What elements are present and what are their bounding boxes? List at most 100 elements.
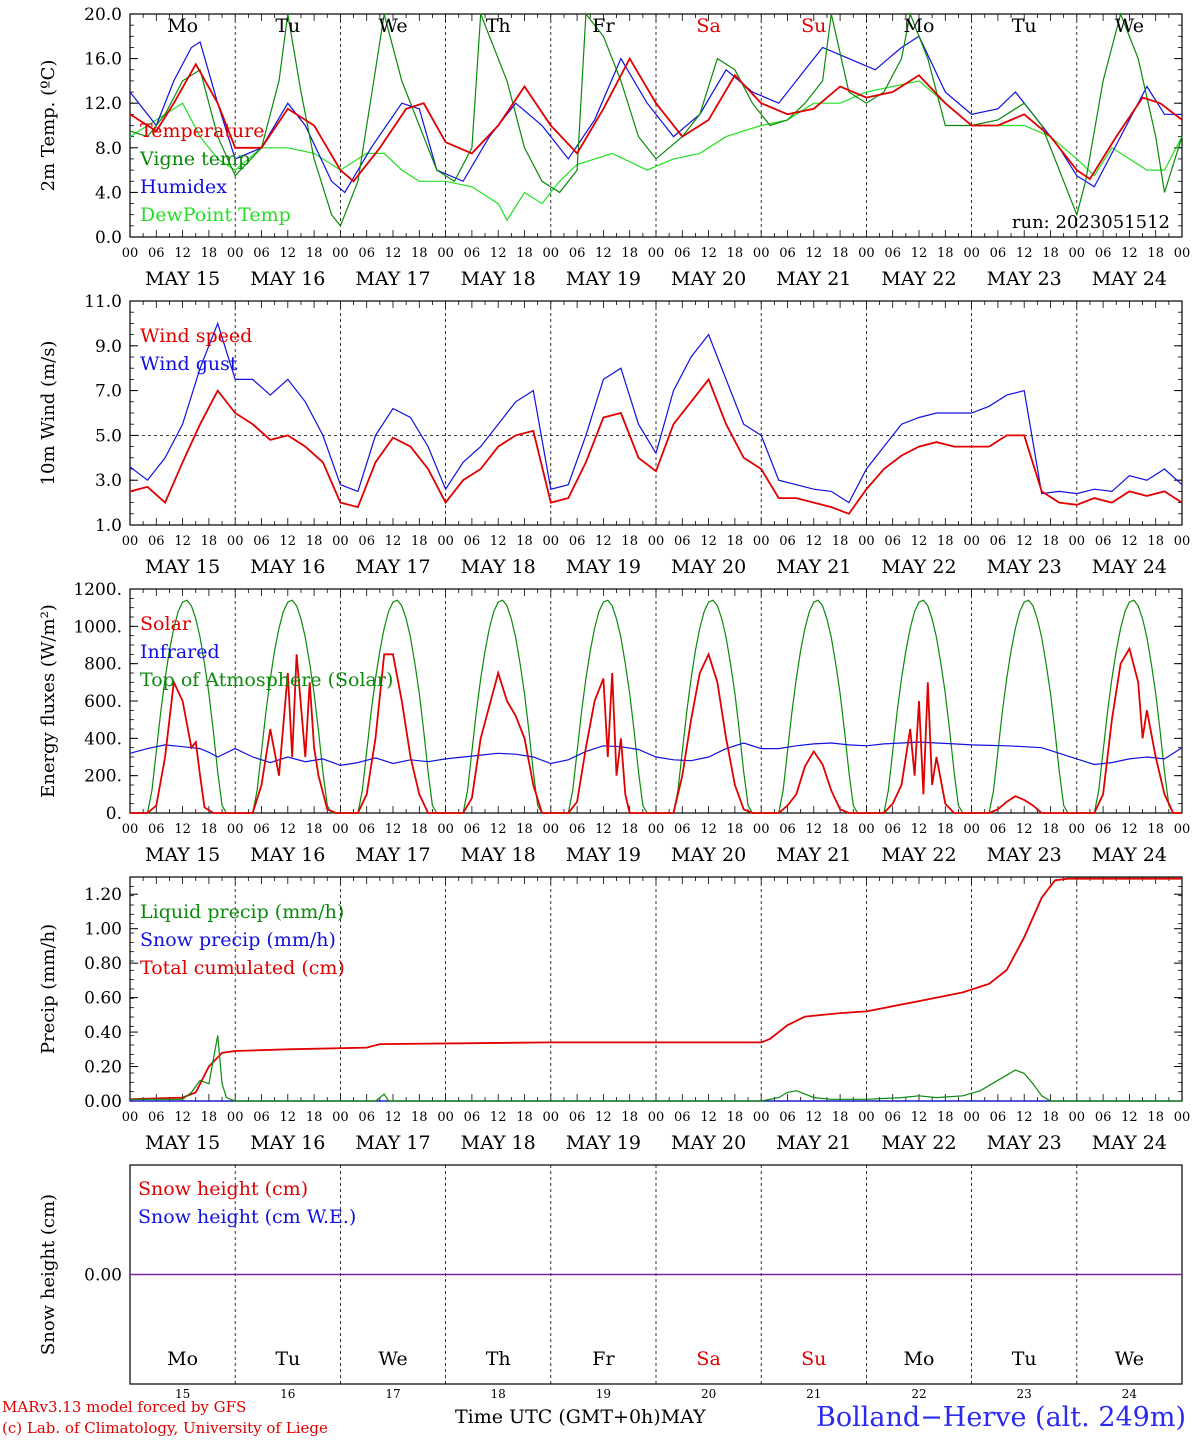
series-line-solar — [130, 646, 1182, 814]
series-line-wind-speed — [129, 377, 1183, 515]
hour-tick-label: 00 — [753, 246, 770, 261]
hour-tick-label: 18 — [1042, 246, 1059, 261]
hour-tick-label: 18 — [1147, 1110, 1164, 1125]
hour-tick-label: 18 — [1147, 534, 1164, 549]
day-abbr-top: Th — [486, 15, 511, 37]
hour-tick-label: 00 — [1174, 534, 1191, 549]
hour-tick-label: 18 — [201, 534, 218, 549]
date-label: MAY 23 — [987, 556, 1062, 578]
hour-tick-label: 18 — [621, 822, 638, 837]
legend-entry: Liquid precip (mm/h) — [140, 901, 344, 923]
series-line-total-cumulated-cm- — [129, 877, 1182, 1101]
hour-tick-label: 18 — [516, 534, 533, 549]
hour-tick-label: 12 — [490, 822, 507, 837]
hour-tick-label: 18 — [411, 822, 428, 837]
hour-tick-label: 12 — [174, 1110, 191, 1125]
hour-tick-label: 00 — [543, 534, 560, 549]
y-tick-label: 0.60 — [84, 989, 122, 1009]
y-tick-label: 1.20 — [84, 885, 122, 905]
hour-tick-label: 18 — [832, 1110, 849, 1125]
day-number: 22 — [911, 1387, 926, 1401]
day-abbr-bottom: Tu — [1012, 1348, 1037, 1370]
hour-tick-label: 18 — [937, 246, 954, 261]
hour-tick-label: 06 — [1095, 1110, 1112, 1125]
date-label: MAY 20 — [671, 268, 746, 290]
hour-tick-label: 00 — [332, 246, 349, 261]
day-number: 23 — [1017, 1387, 1032, 1401]
hour-tick-label: 00 — [753, 1110, 770, 1125]
hour-tick-label: 12 — [595, 534, 612, 549]
hour-tick-label: 18 — [516, 246, 533, 261]
date-label: MAY 18 — [461, 268, 536, 290]
date-label: MAY 21 — [776, 1132, 851, 1154]
hour-tick-label: 00 — [858, 534, 875, 549]
legend-entry: Humidex — [140, 176, 227, 198]
y-tick-label: 600. — [84, 692, 122, 712]
y-tick-label: 400. — [84, 729, 122, 749]
hour-tick-label: 00 — [753, 822, 770, 837]
y-tick-label: 200. — [84, 767, 122, 787]
hour-tick-label: 12 — [280, 1110, 297, 1125]
day-abbr-bottom: Sa — [696, 1348, 720, 1370]
day-abbr-bottom: Mo — [167, 1348, 198, 1370]
hour-tick-label: 12 — [174, 534, 191, 549]
date-label: MAY 16 — [250, 268, 325, 290]
y-tick-label: 0.0 — [95, 228, 122, 248]
hour-tick-label: 18 — [1042, 534, 1059, 549]
hour-tick-label: 00 — [332, 822, 349, 837]
date-label: MAY 22 — [881, 844, 956, 866]
hour-tick-label: 18 — [1042, 1110, 1059, 1125]
panel-5 — [129, 1164, 1183, 1385]
hour-tick-label: 12 — [806, 822, 823, 837]
date-label: MAY 24 — [1092, 268, 1167, 290]
hour-tick-label: 18 — [1147, 822, 1164, 837]
hour-tick-label: 12 — [385, 534, 402, 549]
hour-tick-label: 18 — [306, 534, 323, 549]
date-label: MAY 20 — [671, 556, 746, 578]
date-label: MAY 20 — [671, 844, 746, 866]
date-label: MAY 17 — [355, 268, 430, 290]
hour-tick-label: 00 — [1174, 246, 1191, 261]
legend-entry: DewPoint Temp — [140, 204, 291, 226]
hour-tick-label: 06 — [674, 534, 691, 549]
date-label: MAY 21 — [776, 268, 851, 290]
hour-tick-label: 00 — [1174, 822, 1191, 837]
hour-tick-label: 12 — [280, 246, 297, 261]
date-label: MAY 22 — [881, 1132, 956, 1154]
day-abbr-bottom: Mo — [904, 1348, 935, 1370]
hour-tick-label: 06 — [779, 534, 796, 549]
series-line-dewpoint-temp — [129, 80, 1183, 222]
legend-entry: Wind gust — [140, 353, 238, 375]
day-abbr-top: Su — [801, 15, 826, 37]
y-tick-label: 1200. — [73, 580, 122, 600]
hour-tick-label: 12 — [911, 822, 928, 837]
hour-tick-label: 00 — [648, 534, 665, 549]
time-axis-label: Time UTC (GMT+0h)MAY — [455, 1406, 706, 1428]
hour-tick-label: 06 — [1095, 822, 1112, 837]
hour-tick-label: 12 — [490, 246, 507, 261]
series-line-liquid-precip-mm-h- — [130, 1035, 1182, 1102]
hour-tick-label: 12 — [911, 1110, 928, 1125]
day-abbr-bottom: Th — [486, 1348, 511, 1370]
hour-tick-label: 18 — [832, 246, 849, 261]
y-tick-label: 0.20 — [84, 1058, 122, 1078]
day-abbr-top: Fr — [592, 15, 615, 37]
date-label: MAY 24 — [1092, 556, 1167, 578]
hour-tick-label: 06 — [358, 534, 375, 549]
series-line-wind-gust — [129, 321, 1183, 504]
hour-tick-label: 06 — [253, 1110, 270, 1125]
date-label: MAY 15 — [145, 556, 220, 578]
hour-tick-label: 06 — [884, 822, 901, 837]
hour-tick-label: 06 — [569, 822, 586, 837]
hour-tick-label: 06 — [990, 822, 1007, 837]
hour-tick-label: 00 — [648, 1110, 665, 1125]
y-tick-label: 7.0 — [95, 382, 122, 402]
legend-entry: Top of Atmosphere (Solar) — [140, 669, 393, 691]
panel-frame — [129, 300, 1183, 526]
hour-tick-label: 12 — [911, 246, 928, 261]
date-label: MAY 16 — [250, 1132, 325, 1154]
day-abbr-bottom: Su — [801, 1348, 826, 1370]
hour-tick-label: 00 — [1069, 822, 1086, 837]
y-tick-label: 16.0 — [84, 50, 122, 70]
